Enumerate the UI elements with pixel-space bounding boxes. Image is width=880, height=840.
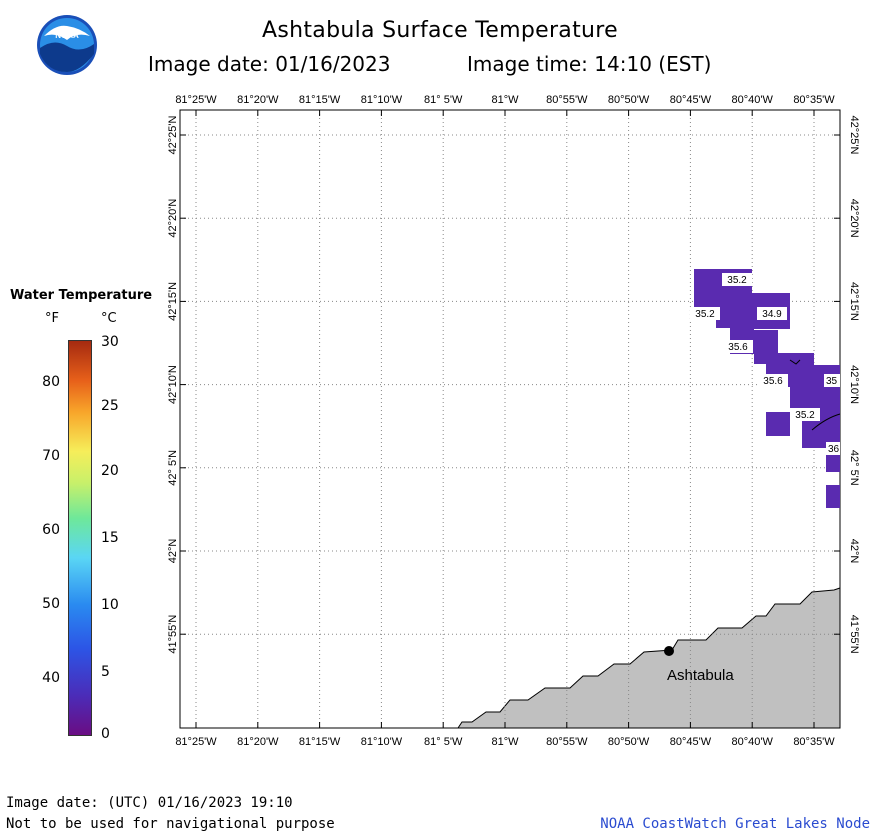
lat-labels-right: 42°25'N 42°20'N 42°15'N 42°10'N 42° 5'N 42°N 4… (848, 116, 860, 654)
lat-label: 42°N (848, 539, 860, 564)
lat-label: 42°10'N (848, 365, 860, 404)
legend-c-tick: 30 (101, 334, 119, 350)
temp-label: 35 (826, 376, 838, 387)
temperature-colorbar (68, 340, 92, 736)
lat-label: 42°25'N (167, 115, 179, 154)
lon-label: 80°55'W (546, 94, 588, 106)
lon-label: 81°20'W (237, 94, 279, 106)
lat-label: 42°20'N (848, 199, 860, 238)
lon-label: 81°W (491, 94, 519, 106)
lon-label: 80°35'W (793, 736, 835, 748)
lon-label: 81° 5'W (424, 94, 463, 106)
footer-disclaimer: Not to be used for navigational purpose (6, 816, 335, 832)
lat-label: 42°20'N (167, 199, 179, 238)
lon-label: 81°10'W (361, 736, 403, 748)
legend-c-tick: 10 (101, 597, 119, 613)
lat-label: 42°15'N (167, 282, 179, 321)
legend-c-tick: 15 (101, 530, 119, 546)
city-label: Ashtabula (667, 667, 734, 684)
lon-label: 81°15'W (299, 94, 341, 106)
legend-f-tick: 60 (42, 522, 60, 538)
lon-label: 80°50'W (608, 94, 650, 106)
footer-credit: NOAA CoastWatch Great Lakes Node (600, 816, 870, 832)
lon-label: 80°45'W (670, 736, 712, 748)
legend-c-tick: 25 (101, 398, 119, 414)
lat-label: 42° 5'N (167, 450, 179, 486)
legend-f-tick: 80 (42, 374, 60, 390)
lon-label: 80°35'W (793, 94, 835, 106)
legend-c-tick: 0 (101, 726, 110, 742)
lon-label: 81°15'W (299, 736, 341, 748)
lat-label: 42°15'N (848, 282, 860, 321)
map-title: Ashtabula Surface Temperature (262, 18, 618, 43)
lon-labels-top: 81°25'W 81°20'W 81°15'W 81°10'W 81° 5'W 81°W 8… (175, 94, 835, 106)
temp-label: 36 (828, 444, 840, 455)
temp-label: 34.9 (762, 309, 782, 320)
lat-label: 41°55'N (167, 615, 179, 654)
temp-cell (826, 485, 840, 508)
lon-label: 81° 5'W (424, 736, 463, 748)
noaa-logo: NOAA (37, 15, 97, 75)
temp-label: 35.2 (727, 275, 747, 286)
lon-label: 81°25'W (175, 736, 217, 748)
contour-line (789, 359, 801, 365)
lon-label: 81°20'W (237, 736, 279, 748)
legend-unit-f: °F (45, 311, 59, 326)
lat-label: 41°55'N (848, 615, 860, 654)
legend-f-tick: 50 (42, 596, 60, 612)
logo-text: NOAA (55, 31, 79, 40)
lon-label: 80°50'W (608, 736, 650, 748)
temp-label: 35.2 (795, 410, 815, 421)
legend-c-tick: 20 (101, 463, 119, 479)
lat-label: 42°10'N (167, 365, 179, 404)
legend-f-tick: 70 (42, 448, 60, 464)
temp-label: 35.6 (728, 342, 748, 353)
lat-label: 42°N (167, 539, 179, 564)
lon-label: 80°45'W (670, 94, 712, 106)
temp-label: 35.2 (695, 309, 715, 320)
lon-label: 81°25'W (175, 94, 217, 106)
lat-labels-left: 42°25'N 42°20'N 42°15'N 42°10'N 42° 5'N 42°N 4… (167, 115, 179, 653)
city-marker (664, 646, 674, 656)
lon-label: 80°55'W (546, 736, 588, 748)
lat-label: 42°25'N (848, 116, 860, 155)
contour-line (811, 413, 841, 431)
lat-label: 42° 5'N (848, 450, 860, 486)
legend-f-tick: 40 (42, 670, 60, 686)
lon-label: 80°40'W (732, 94, 774, 106)
lon-label: 81°W (491, 736, 519, 748)
lon-label: 81°10'W (361, 94, 403, 106)
map-frame (179, 109, 841, 729)
legend-unit-c: °C (101, 311, 117, 326)
legend-c-tick: 5 (101, 664, 110, 680)
image-time: Image time: 14:10 (EST) (467, 52, 712, 76)
lon-label: 80°40'W (732, 736, 774, 748)
temp-label: 35.6 (763, 376, 783, 387)
legend-title: Water Temperature (10, 288, 153, 303)
temp-cell (766, 412, 790, 436)
lon-labels-bottom: 81°25'W 81°20'W 81°15'W 81°10'W 81° 5'W 81°W 8… (175, 736, 835, 748)
footer-utc-date: Image date: (UTC) 01/16/2023 19:10 (6, 795, 293, 811)
image-date: Image date: 01/16/2023 (148, 52, 391, 76)
